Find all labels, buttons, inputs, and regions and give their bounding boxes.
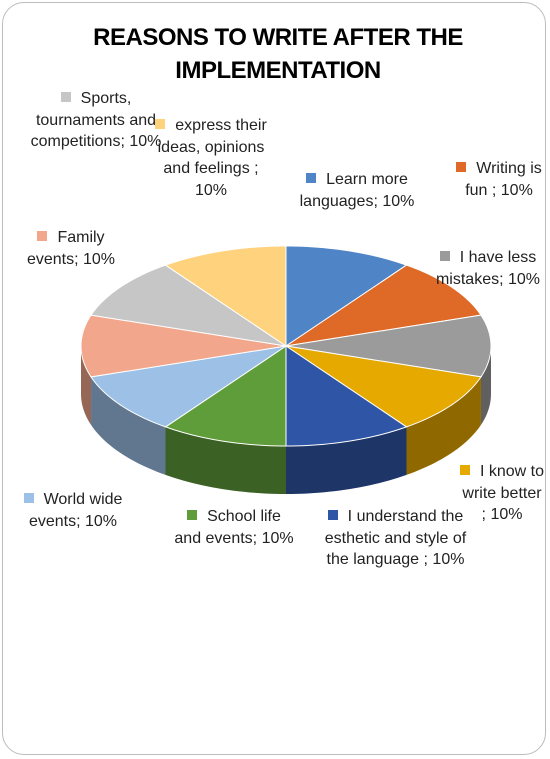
slice bbox=[90, 264, 287, 347]
slice-side bbox=[91, 376, 166, 475]
legend-swatch bbox=[456, 162, 467, 172]
value-label: 10% bbox=[382, 192, 415, 210]
slice-side bbox=[286, 426, 407, 494]
value-label: 10% bbox=[508, 270, 541, 288]
category-label: School life and events; bbox=[174, 508, 281, 547]
slice bbox=[285, 264, 482, 347]
data-label: I know to write better ; 10% bbox=[458, 461, 545, 526]
data-label: I understand the esthetic and style of t… bbox=[323, 506, 468, 571]
data-label: Writing is fun ; 10% bbox=[453, 158, 545, 201]
category-label: I have less mistakes; bbox=[435, 249, 537, 288]
legend-swatch bbox=[23, 493, 34, 503]
slice bbox=[285, 345, 408, 447]
value-label: 10% bbox=[432, 551, 465, 568]
data-label: express their ideas, opinions and feelin… bbox=[151, 115, 271, 201]
slice-side bbox=[480, 346, 491, 425]
slice-side bbox=[406, 376, 481, 475]
category-label: Learn more languages; bbox=[299, 171, 408, 210]
slice-side bbox=[81, 346, 92, 425]
category-label: World wide events; bbox=[28, 491, 123, 530]
value-label: 10% bbox=[490, 506, 523, 523]
value-label: 10% bbox=[129, 133, 162, 150]
legend-swatch bbox=[306, 173, 317, 183]
legend-swatch bbox=[439, 251, 450, 261]
slice bbox=[285, 245, 408, 347]
data-label: Sports, tournaments and competitions; 10… bbox=[21, 88, 171, 153]
category-label: Sports, tournaments and competitions; bbox=[30, 90, 157, 150]
category-label: express their ideas, opinions and feelin… bbox=[157, 117, 267, 177]
data-label: School life and events; 10% bbox=[173, 506, 295, 549]
value-label: 10% bbox=[85, 512, 118, 530]
legend-swatch bbox=[459, 465, 470, 475]
value-label: 10% bbox=[500, 181, 533, 199]
value-label: 10% bbox=[194, 181, 228, 199]
slice bbox=[285, 345, 482, 428]
legend-swatch bbox=[37, 231, 48, 241]
legend-swatch bbox=[155, 119, 166, 129]
slice-side bbox=[165, 426, 286, 494]
slice bbox=[285, 314, 492, 378]
data-label: Family events; 10% bbox=[21, 227, 121, 270]
pie-chart bbox=[80, 245, 492, 494]
slice bbox=[80, 314, 287, 378]
slice bbox=[164, 245, 287, 347]
value-label: 10% bbox=[83, 250, 116, 268]
legend-swatch bbox=[327, 510, 338, 520]
data-label: World wide events; 10% bbox=[23, 489, 123, 532]
category-label: I understand the esthetic and style of t… bbox=[324, 508, 467, 568]
slice bbox=[90, 345, 287, 428]
category-label: Family events; bbox=[26, 229, 105, 268]
data-label: Learn more languages; 10% bbox=[293, 169, 421, 212]
category-label: Writing is fun ; bbox=[465, 160, 542, 199]
value-label: 10% bbox=[261, 529, 294, 547]
legend-swatch bbox=[187, 510, 198, 520]
category-label: I know to write better ; bbox=[462, 463, 545, 523]
legend-swatch bbox=[60, 92, 71, 102]
data-label: I have less mistakes; 10% bbox=[428, 247, 545, 290]
slice bbox=[164, 345, 287, 447]
chart-title: REASONS TO WRITE AFTER THE IMPLEMENTATIO… bbox=[93, 24, 463, 84]
